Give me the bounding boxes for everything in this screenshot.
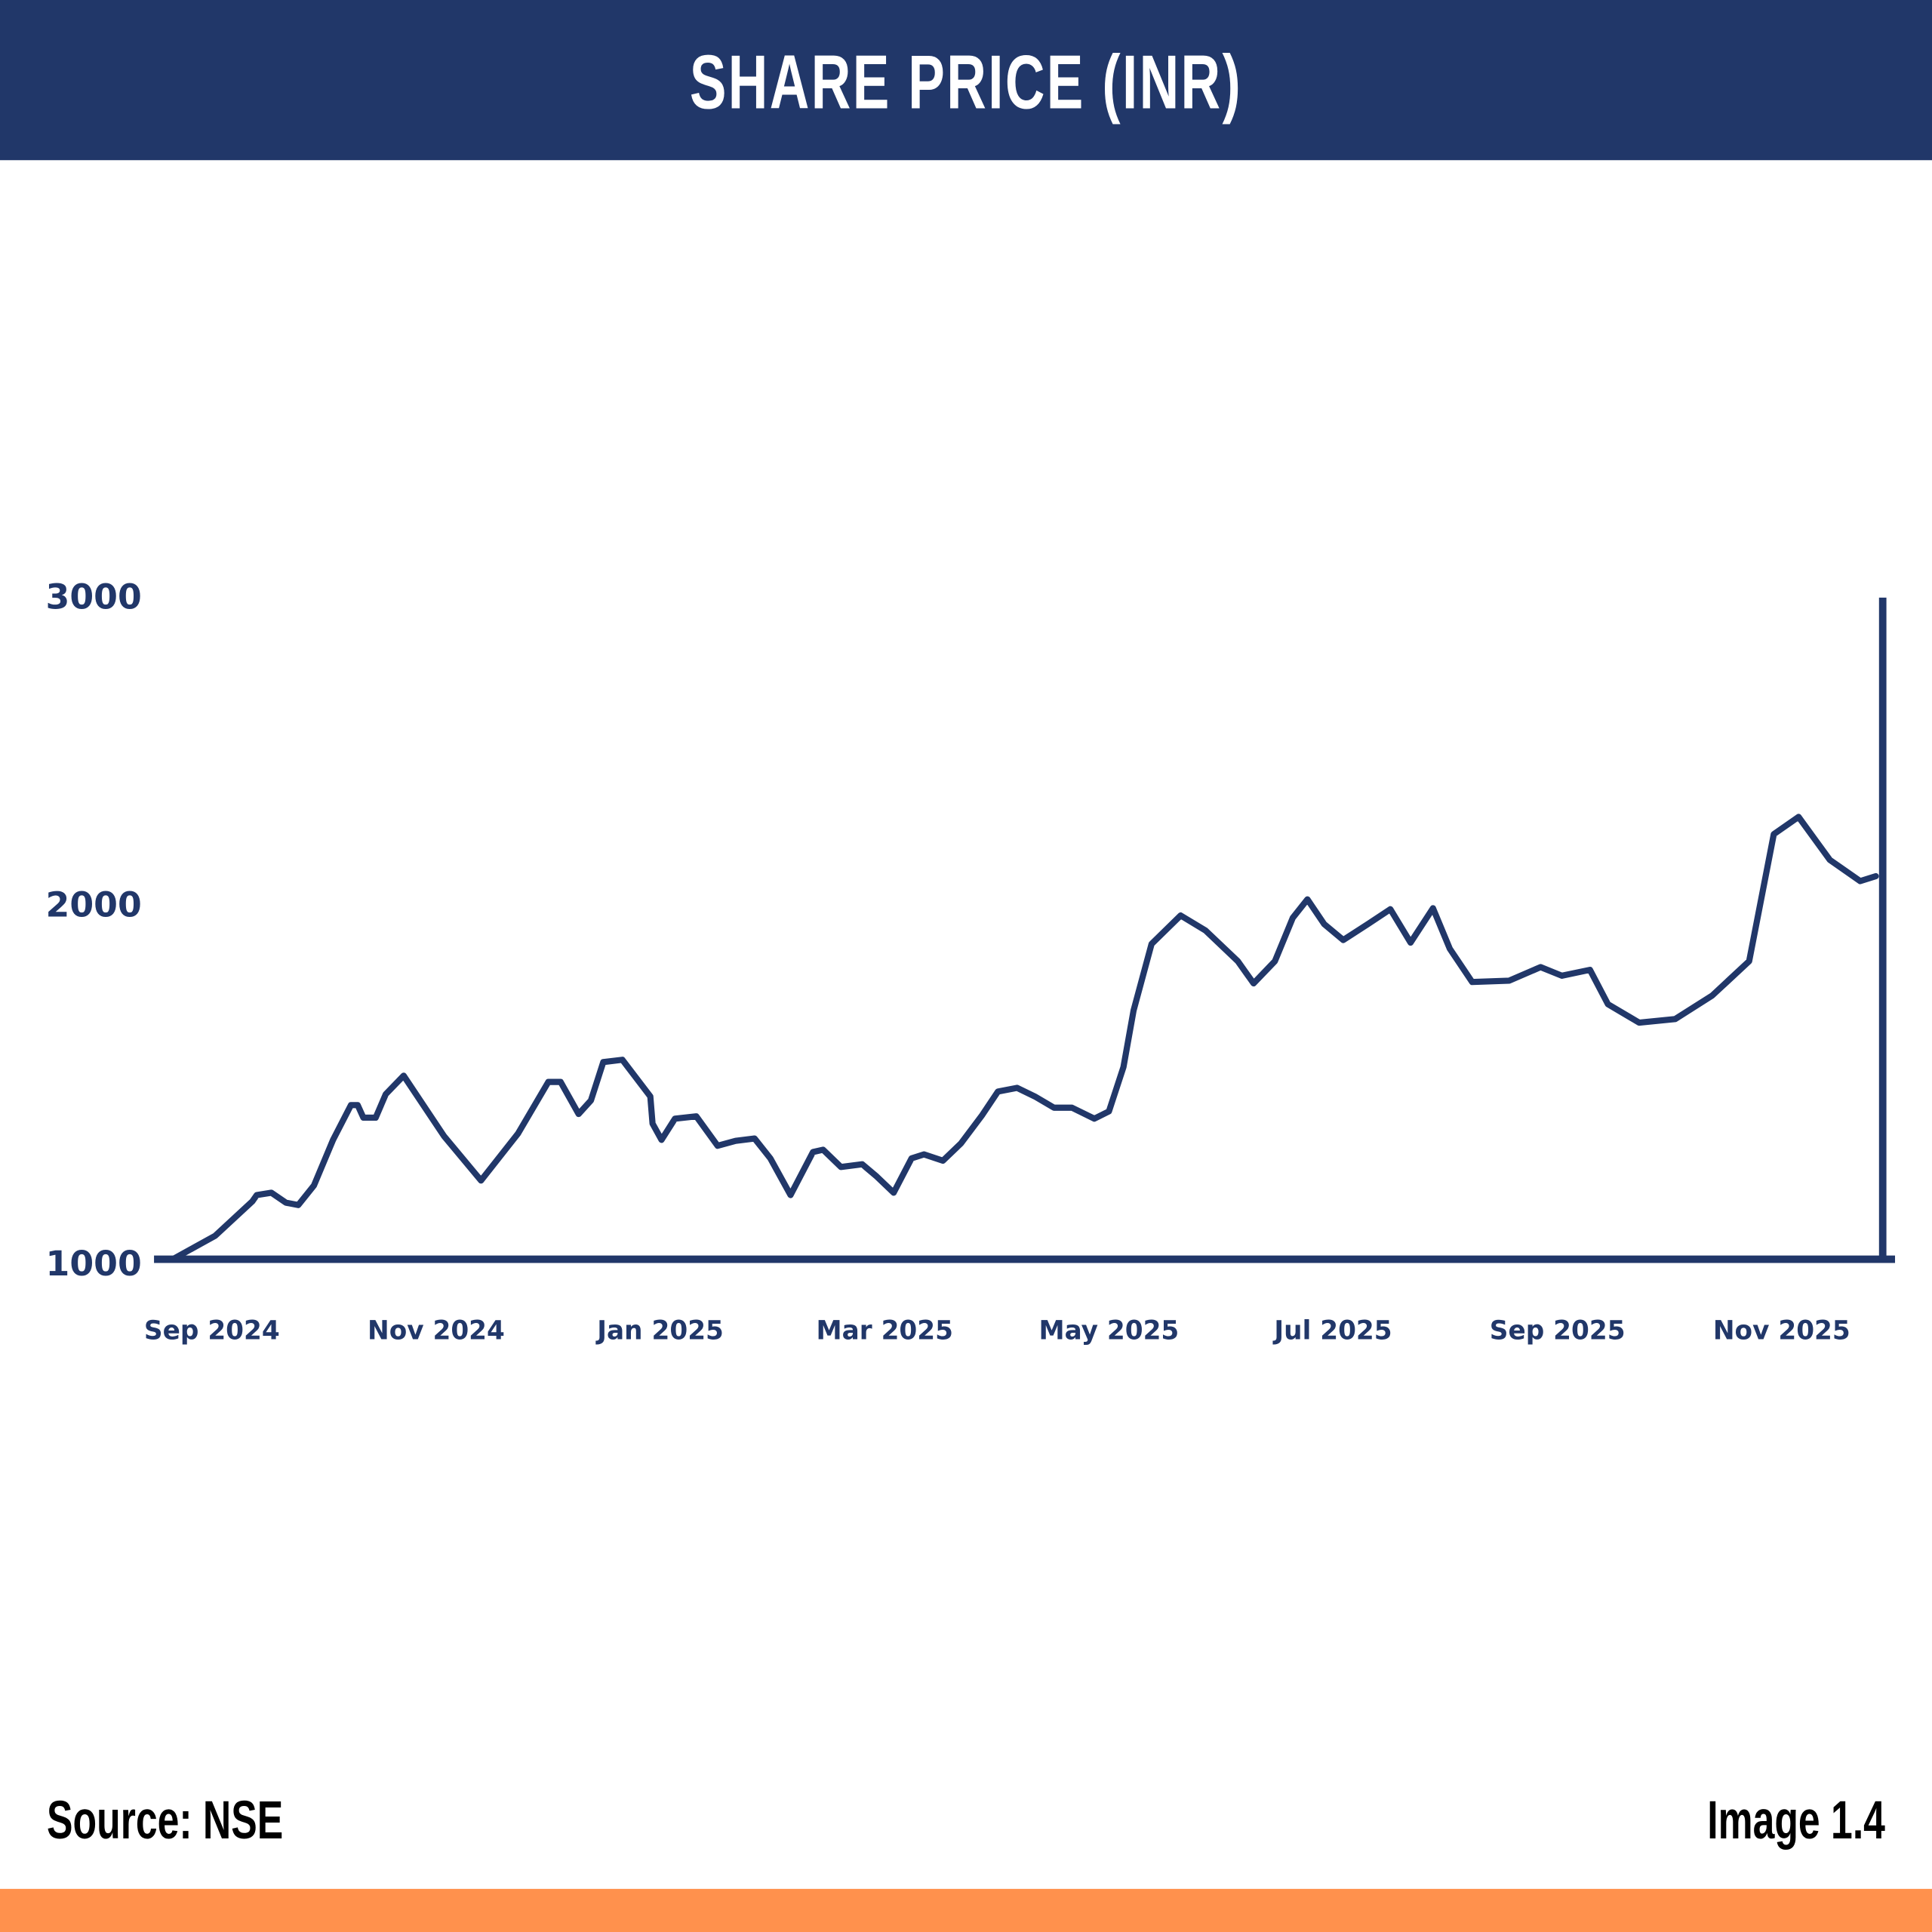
y-tick-label: 1000 bbox=[46, 1244, 142, 1284]
footer-accent-bar bbox=[0, 1888, 1932, 1932]
source-label: Source: NSE bbox=[47, 1790, 283, 1850]
x-tick-label: May 2025 bbox=[1038, 1316, 1179, 1346]
x-tick-label: Sep 2024 bbox=[144, 1316, 280, 1346]
x-tick-label: Mar 2025 bbox=[817, 1316, 953, 1346]
y-tick-label: 3000 bbox=[46, 577, 142, 617]
chart-title: SHARE PRICE (INR) bbox=[690, 39, 1242, 125]
share-price-line bbox=[169, 814, 1879, 1263]
x-tick-label: Jul 2025 bbox=[1272, 1316, 1392, 1346]
image-label: Image 1.4 bbox=[1707, 1790, 1885, 1850]
x-tick-label: Nov 2025 bbox=[1713, 1316, 1850, 1346]
y-tick-label: 2000 bbox=[46, 885, 142, 925]
x-tick-label: Nov 2024 bbox=[368, 1316, 505, 1346]
x-tick-label: Sep 2025 bbox=[1490, 1316, 1626, 1346]
header-bar bbox=[0, 0, 1932, 161]
x-tick-label: Jan 2025 bbox=[595, 1316, 724, 1346]
